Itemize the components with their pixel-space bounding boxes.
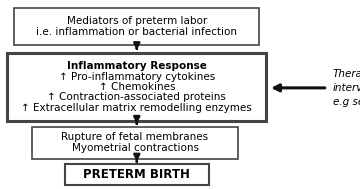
Text: PRETERM BIRTH: PRETERM BIRTH xyxy=(84,168,190,181)
Text: Inflammatory Response: Inflammatory Response xyxy=(67,61,207,71)
FancyBboxPatch shape xyxy=(7,53,266,121)
Text: e.g selenium: e.g selenium xyxy=(333,97,360,107)
Text: Myometrial contractions: Myometrial contractions xyxy=(72,143,198,153)
FancyBboxPatch shape xyxy=(14,8,259,45)
Text: Rupture of fetal membranes: Rupture of fetal membranes xyxy=(62,132,208,143)
Text: Therapeutic: Therapeutic xyxy=(333,69,360,79)
FancyBboxPatch shape xyxy=(65,164,209,185)
Text: Mediators of preterm labor: Mediators of preterm labor xyxy=(67,16,207,26)
FancyBboxPatch shape xyxy=(32,127,238,159)
Text: ↑ Extracellular matrix remodelling enzymes: ↑ Extracellular matrix remodelling enzym… xyxy=(22,103,252,113)
Text: i.e. inflammation or bacterial infection: i.e. inflammation or bacterial infection xyxy=(36,27,237,37)
Text: ↑ Contraction-associated proteins: ↑ Contraction-associated proteins xyxy=(48,92,226,102)
Text: intervention: intervention xyxy=(333,83,360,93)
Text: ↑ Chemokines: ↑ Chemokines xyxy=(99,82,175,92)
Text: ↑ Pro-inflammatory cytokines: ↑ Pro-inflammatory cytokines xyxy=(59,72,215,81)
